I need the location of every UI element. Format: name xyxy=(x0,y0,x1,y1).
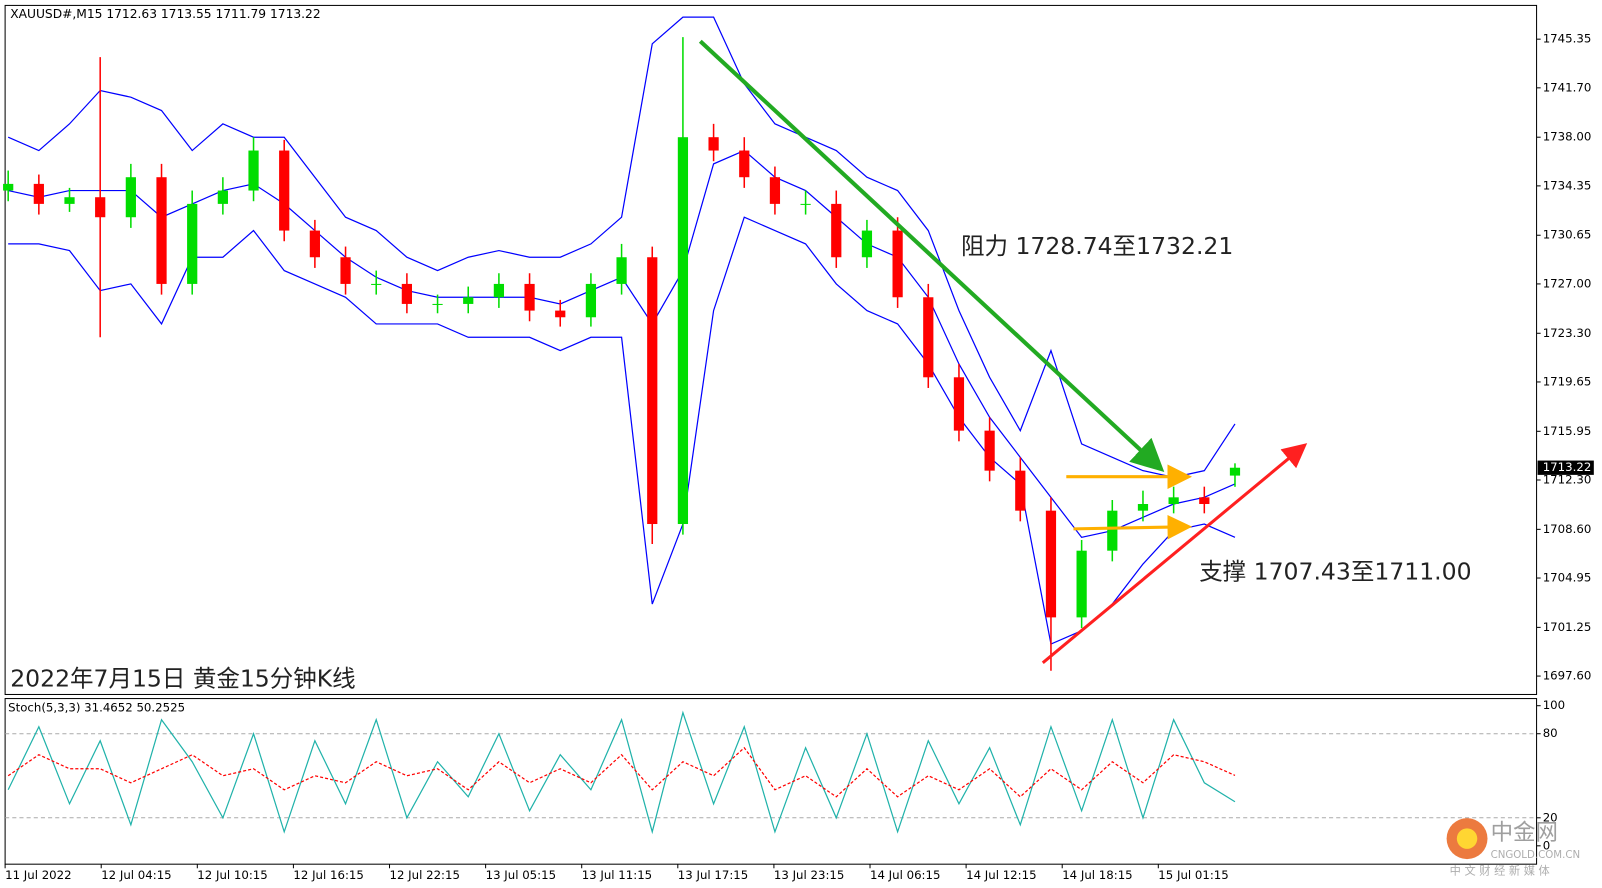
candle-body xyxy=(309,230,320,258)
candle-body xyxy=(125,177,136,218)
candle-body xyxy=(708,137,719,151)
candle-body xyxy=(585,283,597,318)
y-tick-label: 1719.65 xyxy=(1543,374,1592,388)
x-tick-label: 12 Jul 10:15 xyxy=(197,868,267,882)
candle-body xyxy=(1107,510,1118,551)
candle-body xyxy=(1199,497,1210,505)
candle-body xyxy=(371,283,382,285)
candle-body xyxy=(953,377,965,431)
candle-body xyxy=(1229,467,1241,476)
y-tick-label: 1712.30 xyxy=(1543,472,1592,486)
x-tick-label: 14 Jul 18:15 xyxy=(1062,868,1132,882)
stoch-frame xyxy=(4,698,1538,865)
candle-body xyxy=(1168,497,1179,505)
candle-body xyxy=(800,203,811,205)
stoch-line xyxy=(7,746,1236,798)
candle-body xyxy=(156,177,167,284)
candle-body xyxy=(524,283,535,311)
y-tick-label: 1734.35 xyxy=(1543,178,1592,192)
watermark-logo xyxy=(1456,828,1478,849)
x-tick-label: 13 Jul 11:15 xyxy=(582,868,652,882)
bollinger-band xyxy=(7,16,1236,478)
candle-body xyxy=(279,150,290,231)
y-tick-label: 1723.30 xyxy=(1543,326,1592,340)
y-tick-label: 1697.60 xyxy=(1543,669,1592,683)
chart-title: XAUUSD#,M15 1712.63 1713.55 1711.79 1713… xyxy=(10,7,320,21)
y-tick-label: 1704.95 xyxy=(1543,571,1592,585)
candle-body xyxy=(555,310,566,318)
candle-body xyxy=(1137,504,1149,511)
y-tick-label: 80 xyxy=(1543,726,1558,740)
candle-body xyxy=(248,150,259,191)
candle-body xyxy=(861,230,873,258)
x-tick-label: 13 Jul 17:15 xyxy=(678,868,748,882)
candle-body xyxy=(1045,510,1057,618)
candle-body xyxy=(647,257,658,525)
y-tick-label: 1715.95 xyxy=(1543,424,1592,438)
candle-body xyxy=(95,197,106,218)
resistance-arrow xyxy=(698,39,1165,473)
y-tick-label: 100 xyxy=(1543,698,1565,712)
candle-body xyxy=(739,150,750,178)
candle-body xyxy=(892,230,903,298)
candle-body xyxy=(831,203,842,258)
y-tick-label: 1745.35 xyxy=(1543,32,1592,46)
stoch-line xyxy=(7,710,1236,835)
candle-body xyxy=(3,183,14,191)
stoch-title: Stoch(5,3,3) 31.4652 50.2525 xyxy=(8,700,185,714)
candle-body xyxy=(401,283,413,304)
x-tick-label: 12 Jul 04:15 xyxy=(101,868,171,882)
candle-body xyxy=(217,190,228,204)
candle-body xyxy=(984,430,995,471)
candle-body xyxy=(187,203,198,284)
main-frame xyxy=(4,4,1538,695)
candle-body xyxy=(616,257,627,284)
candle-body xyxy=(1076,550,1087,618)
y-tick-label: 1727.00 xyxy=(1543,276,1592,290)
x-tick-label: 11 Jul 2022 xyxy=(5,868,72,882)
watermark-slogan: 中 文 财 经 新 媒 体 xyxy=(1450,863,1550,877)
current-price-label: 1713.22 xyxy=(1543,460,1592,474)
x-tick-label: 14 Jul 12:15 xyxy=(966,868,1036,882)
y-tick-label: 1701.25 xyxy=(1543,620,1592,634)
candle-body xyxy=(769,177,781,204)
x-tick-label: 13 Jul 23:15 xyxy=(774,868,844,882)
x-tick-label: 14 Jul 06:15 xyxy=(870,868,940,882)
support-arrow xyxy=(1041,443,1308,664)
candle-body xyxy=(923,297,934,378)
support-level-arrow xyxy=(1073,514,1193,540)
y-tick-label: 1741.70 xyxy=(1543,80,1592,94)
candle-body xyxy=(463,297,474,304)
watermark-name: 中金网 xyxy=(1491,820,1558,846)
current-price-box xyxy=(1537,460,1594,475)
x-tick-label: 13 Jul 05:15 xyxy=(486,868,556,882)
candle-body xyxy=(432,303,443,305)
candle-body xyxy=(340,257,351,284)
watermark-site: CNGOLD.COM.CN xyxy=(1491,850,1581,861)
plots: 1745.35 1741.70 1738.00 1734.35 1730.65 1727.… xyxy=(3,16,1594,882)
y-tick-label: 20 xyxy=(1543,810,1558,824)
bollinger-band xyxy=(8,216,1236,645)
y-tick-label: 0 xyxy=(1543,838,1550,852)
chart-subtitle: 2022年7月15日 黄金15分钟K线 xyxy=(10,665,355,693)
candle-body xyxy=(493,283,505,298)
x-tick-label: 12 Jul 16:15 xyxy=(293,868,363,882)
candle-body xyxy=(677,137,689,525)
candle-body xyxy=(33,183,44,204)
y-tick-label: 1730.65 xyxy=(1543,228,1592,242)
watermark: 中金网 CNGOLD.COM.CN 中 文 财 经 新 媒 体 xyxy=(1446,818,1581,877)
x-tick-label: 12 Jul 22:15 xyxy=(390,868,460,882)
x-tick-label: 15 Jul 01:15 xyxy=(1158,868,1228,882)
annotation: 支撑 1707.43至1711.00 xyxy=(1199,557,1471,585)
candle-body xyxy=(1015,470,1026,511)
y-tick-label: 1708.60 xyxy=(1543,522,1592,536)
annotation: 阻力 1728.74至1732.21 xyxy=(961,232,1233,260)
candle-body xyxy=(64,197,75,204)
y-tick-label: 1738.00 xyxy=(1543,130,1592,144)
